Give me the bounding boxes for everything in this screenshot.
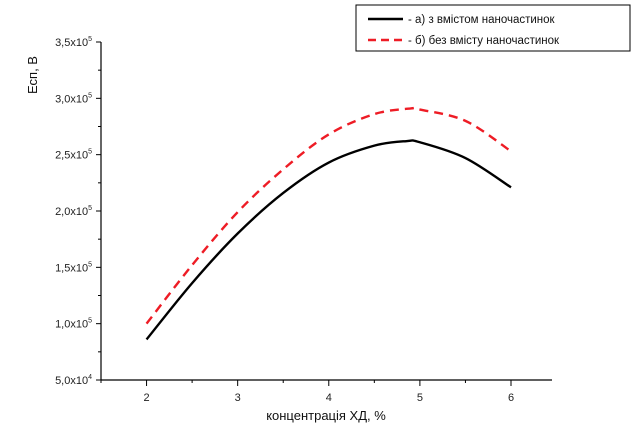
x-tick-label: 4: [326, 392, 332, 404]
y-tick-label: 5,0x104: [55, 374, 92, 387]
legend-box: [355, 4, 631, 52]
x-tick-label: 3: [235, 392, 241, 404]
y-tick-label: 1,5x105: [55, 261, 92, 274]
x-axis-title: концентрація ХД, %: [266, 408, 386, 423]
legend: - а) з вмістом наночастинок - б) без вмі…: [355, 4, 631, 52]
legend-label-series-b: - б) без вмісту наночастинок: [408, 35, 560, 47]
y-tick-label: 3,0x105: [55, 92, 92, 105]
x-tick-label: 5: [417, 392, 423, 404]
legend-label-series-a: - а) з вмістом наночастинок: [408, 14, 556, 26]
y-axis-title: Есп, В: [25, 56, 40, 94]
series-line-b: [145, 106, 512, 325]
y-tick-label: 2,0x105: [55, 205, 92, 218]
y-tick-label: 3,5x105: [55, 36, 92, 49]
x-tick-label: 6: [508, 392, 514, 404]
y-tick-label: 2,5x105: [55, 149, 92, 162]
y-tick-label: 1,0x105: [55, 318, 92, 331]
series-line-a: [145, 139, 512, 341]
x-tick-label: 2: [143, 392, 149, 404]
